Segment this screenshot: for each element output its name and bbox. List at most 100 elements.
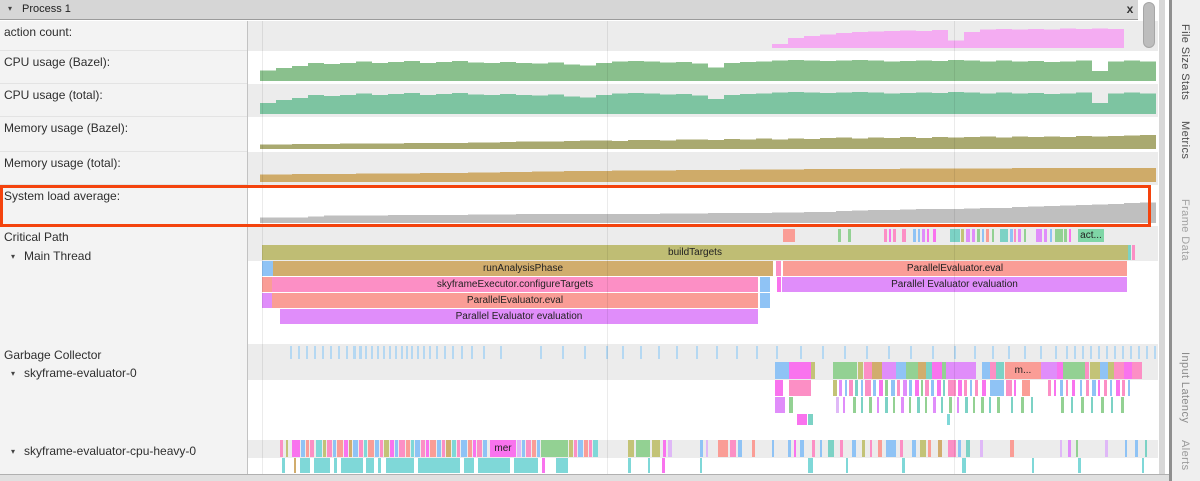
tab-frame-data[interactable]: Frame Data (1179, 199, 1191, 262)
flame-slice[interactable] (885, 397, 888, 413)
flame-slice[interactable] (1146, 346, 1148, 359)
flame-slice[interactable] (334, 458, 337, 473)
flame-slice[interactable] (1060, 440, 1062, 457)
flame-slice[interactable] (1022, 380, 1030, 396)
flame-slice[interactable] (589, 440, 592, 457)
flame-slice-buildTargets[interactable]: buildTargets (262, 245, 1128, 260)
flame-slice[interactable] (861, 397, 863, 413)
flame-slice[interactable] (954, 346, 956, 359)
flame-slice[interactable] (1082, 346, 1084, 359)
expander-icon[interactable]: ▾ (11, 369, 16, 378)
flame-slice[interactable] (882, 362, 896, 379)
skyframe-evaluator-0-row-1[interactable] (248, 380, 1158, 397)
flame-slice[interactable] (280, 440, 283, 457)
flame-slice-act-[interactable]: act... (1078, 229, 1104, 242)
flame-slice[interactable] (606, 346, 608, 359)
flame-slice[interactable] (401, 346, 403, 359)
flame-slice[interactable] (922, 229, 925, 242)
flame-slice[interactable] (262, 293, 272, 308)
sidebar-row-main-thread[interactable]: ▾ Main Thread (0, 245, 247, 263)
flame-slice-m-[interactable]: m... (1005, 362, 1041, 379)
flame-slice[interactable] (789, 362, 811, 379)
flame-slice[interactable] (429, 346, 431, 359)
flame-slice[interactable] (981, 397, 984, 413)
flame-slice[interactable] (788, 440, 791, 457)
flame-slice[interactable] (676, 346, 678, 359)
flame-slice[interactable] (384, 440, 389, 457)
flame-slice[interactable] (872, 362, 882, 379)
skyframe-evaluator-0-row-2[interactable] (248, 397, 1158, 414)
flame-slice[interactable] (900, 440, 903, 457)
flame-slice[interactable] (975, 380, 978, 396)
flame-slice[interactable] (1108, 362, 1114, 379)
flame-slice[interactable] (1080, 380, 1082, 396)
flame-slice[interactable] (943, 380, 945, 396)
flame-slice[interactable] (1076, 440, 1078, 457)
flame-slice[interactable] (421, 440, 425, 457)
flame-slice[interactable] (386, 458, 414, 473)
counter-track-memory-usage-total[interactable] (248, 152, 1158, 185)
flame-slice[interactable] (562, 346, 564, 359)
flame-slice[interactable] (473, 440, 476, 457)
flame-slice[interactable] (322, 346, 324, 359)
flame-slice[interactable] (383, 346, 385, 359)
flame-slice[interactable] (866, 346, 868, 359)
flame-slice[interactable] (1092, 380, 1096, 396)
flame-slice[interactable] (893, 397, 895, 413)
expander-icon[interactable]: ▾ (11, 252, 16, 261)
flame-slice[interactable] (932, 362, 942, 379)
flame-slice[interactable] (828, 440, 834, 457)
flame-slice-skyframeExecutor-configureTargets[interactable]: skyframeExecutor.configureTargets (272, 277, 758, 292)
flame-slice[interactable] (537, 440, 540, 457)
flame-slice[interactable] (970, 380, 972, 396)
flame-slice[interactable] (812, 440, 815, 457)
flame-slice[interactable] (1125, 440, 1127, 457)
main-thread-row-0[interactable]: buildTargets (248, 245, 1158, 261)
flame-slice[interactable] (1057, 362, 1063, 379)
flame-slice-ParallelEvaluator-eval[interactable]: ParallelEvaluator.eval (783, 261, 1127, 276)
flame-slice-Parallel-Evaluator-evaluation[interactable]: Parallel Evaluator evaluation (782, 277, 1127, 292)
flame-slice[interactable] (471, 346, 473, 359)
flame-slice[interactable] (483, 440, 487, 457)
flame-slice[interactable] (839, 380, 842, 396)
flame-slice[interactable] (1122, 346, 1124, 359)
flame-slice[interactable] (1054, 380, 1056, 396)
flame-slice[interactable] (1000, 229, 1008, 242)
vertical-scrollbar-thumb[interactable] (1143, 2, 1155, 48)
flame-slice-runAnalysisPhase[interactable]: runAnalysisPhase (273, 261, 773, 276)
flame-slice[interactable] (522, 440, 525, 457)
flame-slice[interactable] (736, 346, 738, 359)
flame-slice[interactable] (822, 346, 824, 359)
flame-slice[interactable] (808, 458, 813, 473)
flame-slice[interactable] (776, 346, 778, 359)
flame-slice[interactable] (1066, 380, 1068, 396)
flame-slice[interactable] (648, 458, 650, 473)
flame-slice[interactable] (783, 229, 795, 242)
flame-slice[interactable] (338, 346, 340, 359)
flame-slice[interactable] (811, 362, 815, 379)
flame-slice[interactable] (423, 346, 425, 359)
flame-slice[interactable] (917, 397, 920, 413)
flame-slice[interactable] (483, 346, 485, 359)
flame-slice[interactable] (772, 440, 774, 457)
flame-slice[interactable] (958, 362, 976, 379)
flame-slice[interactable] (540, 346, 542, 359)
flame-slice[interactable] (1036, 229, 1042, 242)
flame-slice[interactable] (982, 362, 990, 379)
flame-slice[interactable] (912, 440, 916, 457)
flame-slice[interactable] (864, 362, 872, 379)
flame-slice[interactable] (808, 414, 813, 425)
process-header[interactable]: ▾ Process 1 (0, 0, 1138, 20)
flame-slice[interactable] (1105, 440, 1108, 457)
flame-slice[interactable] (849, 380, 853, 396)
flame-slice[interactable] (885, 380, 888, 396)
flame-slice[interactable] (1138, 346, 1140, 359)
flame-slice[interactable] (896, 362, 906, 379)
flame-slice[interactable] (1061, 397, 1064, 413)
flame-slice[interactable] (986, 229, 989, 242)
flame-slice[interactable] (848, 229, 851, 242)
flame-slice[interactable] (286, 440, 288, 457)
flame-slice[interactable] (933, 229, 936, 242)
flame-slice[interactable] (921, 380, 923, 396)
flame-slice[interactable] (306, 440, 309, 457)
